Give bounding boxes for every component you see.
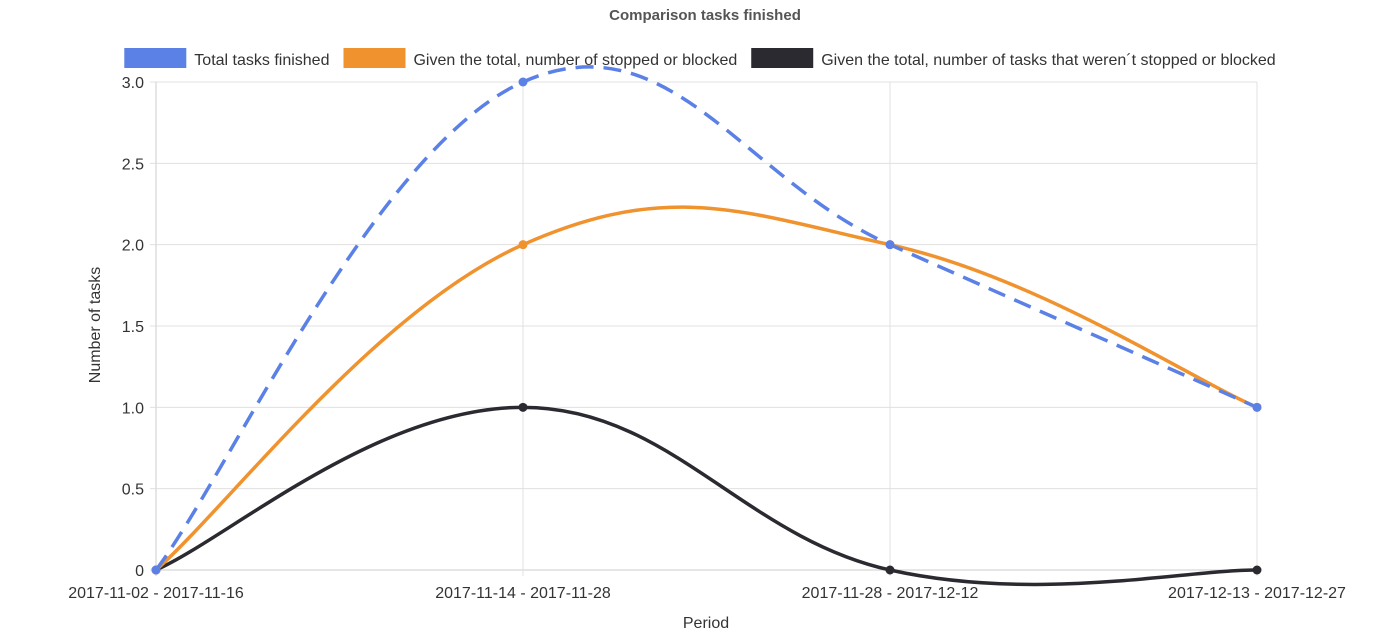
x-axis-ticks: 2017-11-02 - 2017-11-16 2017-11-14 - 2017… bbox=[68, 585, 1346, 602]
x-tick-label: 2017-11-28 - 2017-12-12 bbox=[802, 585, 979, 602]
data-point-0-1[interactable] bbox=[518, 77, 528, 87]
legend-item-0[interactable]: Total tasks finished bbox=[124, 48, 329, 69]
data-point-2-1[interactable] bbox=[518, 402, 528, 412]
data-point-2-3[interactable] bbox=[1252, 565, 1262, 575]
legend: Total tasks finished Given the total, num… bbox=[124, 48, 1276, 69]
y-tick-label: 0 bbox=[135, 563, 144, 580]
legend-swatch bbox=[751, 48, 814, 68]
y-axis-ticks: 0 0.5 1.0 1.5 2.0 2.5 3.0 bbox=[122, 75, 144, 580]
grid-lines bbox=[150, 81, 1258, 576]
x-axis-title: Period bbox=[683, 615, 729, 632]
legend-label: Given the total, number of tasks that we… bbox=[821, 52, 1275, 69]
y-tick-label: 2.5 bbox=[122, 156, 144, 173]
legend-swatch bbox=[124, 48, 187, 68]
legend-item-1[interactable]: Given the total, number of stopped or bl… bbox=[343, 48, 737, 69]
chart-title: Comparison tasks finished bbox=[609, 7, 801, 24]
series-line-0 bbox=[154, 65, 1258, 572]
x-tick-label: 2017-11-14 - 2017-11-28 bbox=[435, 585, 611, 602]
y-tick-label: 1.5 bbox=[122, 319, 144, 336]
series-line-2 bbox=[155, 405, 1258, 587]
y-axis-title: Number of tasks bbox=[87, 267, 104, 383]
data-point-0-3[interactable] bbox=[1252, 402, 1262, 412]
legend-label: Total tasks finished bbox=[194, 52, 329, 69]
series-lines bbox=[154, 65, 1258, 587]
x-tick-label: 2017-12-13 - 2017-12-27 bbox=[1168, 585, 1346, 602]
data-point-0-2[interactable] bbox=[885, 240, 895, 250]
y-tick-label: 2.0 bbox=[122, 238, 144, 255]
legend-swatch bbox=[343, 48, 406, 68]
data-point-1-1[interactable] bbox=[518, 240, 528, 250]
y-tick-label: 3.0 bbox=[122, 75, 144, 92]
series-points bbox=[151, 77, 1262, 575]
legend-label: Given the total, number of stopped or bl… bbox=[413, 52, 737, 69]
legend-item-2[interactable]: Given the total, number of tasks that we… bbox=[751, 48, 1276, 69]
y-tick-label: 1.0 bbox=[122, 400, 144, 417]
y-tick-label: 0.5 bbox=[122, 482, 144, 499]
data-point-0-0[interactable] bbox=[151, 565, 161, 575]
x-tick-label: 2017-11-02 - 2017-11-16 bbox=[68, 585, 244, 602]
series-line-1 bbox=[154, 205, 1258, 572]
data-point-2-2[interactable] bbox=[885, 565, 895, 575]
